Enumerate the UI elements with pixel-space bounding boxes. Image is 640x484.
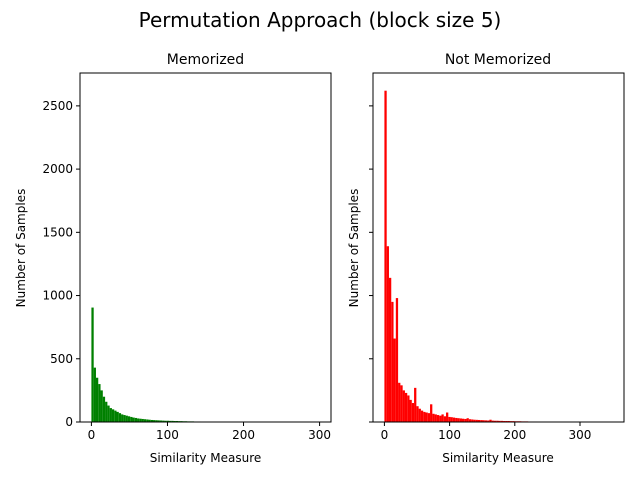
histogram-bar: [126, 416, 128, 422]
figure-title: Permutation Approach (block size 5): [139, 8, 502, 32]
histogram-bar: [460, 418, 462, 422]
y-tick-label: 1000: [42, 289, 73, 303]
x-axis-label-not-memorized: Similarity Measure: [442, 451, 554, 465]
y-tick-label: 0: [65, 415, 73, 429]
histogram-bar: [451, 417, 453, 422]
histogram-bar: [130, 417, 132, 422]
histogram-bar: [439, 416, 441, 422]
histogram-bar: [405, 393, 407, 422]
histogram-bar: [103, 397, 105, 422]
histogram-bar: [467, 418, 469, 422]
histogram-bar: [446, 413, 448, 422]
histogram-bar: [91, 308, 93, 422]
histogram-bar: [107, 406, 109, 422]
histogram-bar: [128, 416, 130, 422]
histogram-bar: [444, 416, 446, 422]
histogram-bar: [453, 418, 455, 422]
x-tick-label: 300: [569, 428, 592, 442]
histogram-bar: [425, 413, 427, 422]
histogram-bar: [400, 385, 402, 422]
x-tick-label: 0: [88, 428, 96, 442]
histogram-bar: [94, 368, 96, 422]
y-tick-label: 2500: [42, 99, 73, 113]
histogram-bar: [419, 409, 421, 422]
x-axis-label-memorized: Similarity Measure: [150, 451, 262, 465]
x-tick-label: 100: [156, 428, 179, 442]
histogram-bar: [407, 395, 409, 422]
histogram-bar: [410, 400, 412, 422]
histogram-bar: [448, 417, 450, 422]
histogram-bar: [132, 418, 134, 422]
histogram-bar: [389, 278, 391, 422]
y-axis-label-memorized: Number of Samples: [14, 189, 28, 308]
histogram-bar: [416, 406, 418, 422]
x-tick-label: 100: [438, 428, 461, 442]
histogram-bar: [414, 388, 416, 422]
subplot-title-memorized: Memorized: [167, 52, 244, 68]
y-tick-label: 1500: [42, 225, 73, 239]
histogram-bar: [437, 415, 439, 422]
histogram-bar: [428, 413, 430, 422]
histogram-bar: [119, 413, 121, 422]
histogram-bar: [123, 415, 125, 422]
histogram-bar: [435, 414, 437, 422]
histogram-bar: [114, 411, 116, 422]
histogram-bar: [112, 409, 114, 422]
histogram-bar: [396, 298, 398, 422]
y-axis-label-not-memorized: Number of Samples: [347, 189, 361, 308]
histogram-bar: [105, 402, 107, 422]
x-tick-label: 300: [308, 428, 331, 442]
y-tick-label: 2000: [42, 162, 73, 176]
x-tick-label: 200: [503, 428, 526, 442]
histogram-bar: [387, 246, 389, 422]
histogram-bar: [432, 414, 434, 422]
histogram-bar: [137, 418, 139, 422]
histogram-bar: [101, 390, 103, 422]
histogram-bar: [110, 408, 112, 422]
histogram-bar: [391, 302, 393, 422]
histogram-bar: [398, 383, 400, 422]
x-tick-label: 200: [232, 428, 255, 442]
histogram-bar: [455, 418, 457, 422]
histogram-bar: [441, 414, 443, 422]
histogram-bar: [430, 404, 432, 422]
histogram-bar: [117, 412, 119, 422]
subplot-title-not-memorized: Not Memorized: [445, 52, 551, 68]
histogram-bar: [98, 384, 100, 422]
histogram-bar: [135, 418, 137, 422]
histogram-bar: [121, 414, 123, 422]
histogram-bar: [457, 418, 459, 422]
histogram-bar: [96, 378, 98, 422]
histogram-bar: [421, 411, 423, 422]
histogram-bar: [403, 390, 405, 422]
y-tick-label: 500: [50, 352, 73, 366]
histogram-bar: [394, 339, 396, 422]
x-tick-label: 0: [381, 428, 389, 442]
histogram-bar: [412, 403, 414, 422]
histogram-bar: [384, 91, 386, 422]
histogram-bar: [423, 412, 425, 422]
